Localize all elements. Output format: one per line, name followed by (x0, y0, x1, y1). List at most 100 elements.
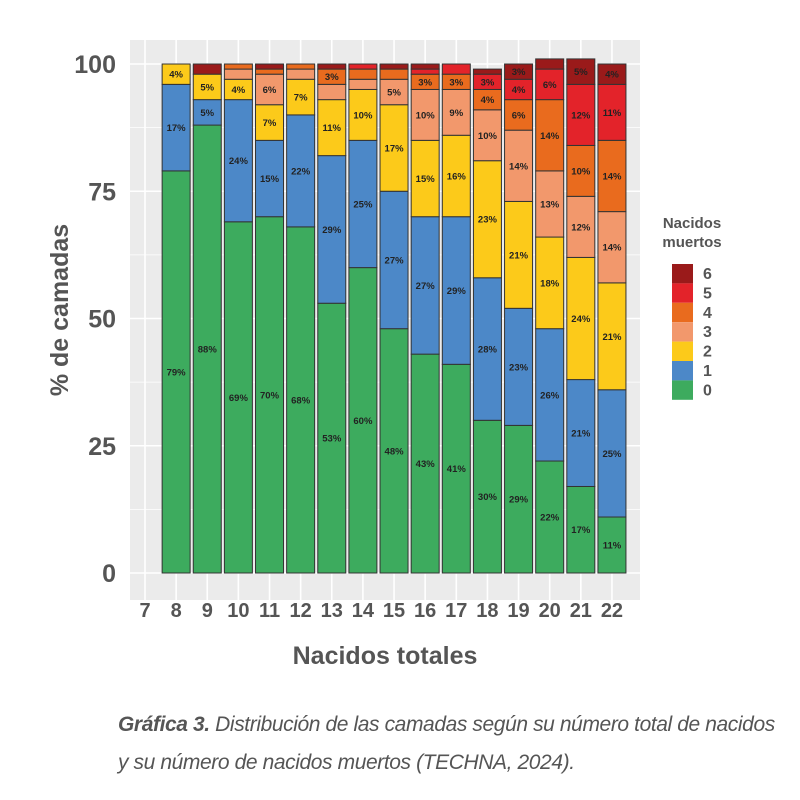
y-axis-title: % de camadas (46, 224, 74, 396)
data-label: 10% (416, 110, 436, 121)
data-label: 11% (603, 541, 622, 552)
bar-segment-0 (223, 221, 253, 574)
bar-segment-6 (504, 63, 534, 80)
data-label: 43% (416, 459, 436, 470)
bar-segment-3 (286, 68, 316, 80)
data-label: 6% (543, 80, 557, 91)
y-tick-label: 75 (88, 178, 116, 206)
data-label: 4% (481, 95, 495, 106)
bar-segment-3 (255, 73, 285, 106)
bar-segment-0 (597, 516, 627, 574)
legend-title: Nacidos muertos (662, 215, 721, 251)
bar-segment-3 (472, 109, 502, 162)
bar-segment-4 (286, 63, 316, 70)
data-label: 88% (198, 345, 218, 356)
data-label: 3% (418, 77, 432, 88)
legend-swatch-6 (672, 264, 693, 284)
bar-segment-0 (441, 363, 471, 574)
data-label: 24% (571, 314, 591, 325)
bar-segment-0 (379, 328, 409, 574)
legend-label: 6 (703, 266, 712, 283)
x-tick-label: 12 (290, 600, 312, 622)
legend-label: 1 (703, 363, 712, 380)
stacked-bar-chart: 79%17%4%88%5%5%69%24%4%70%15%7%6%68%22%7… (46, 40, 722, 670)
data-label: 23% (478, 215, 498, 226)
data-label: 26% (540, 390, 560, 401)
data-label: 41% (447, 464, 467, 475)
bar-segment-2 (410, 139, 440, 218)
data-label: 60% (353, 416, 373, 427)
caption-text: Distribución de las camadas según su núm… (118, 713, 775, 774)
data-label: 12% (571, 222, 591, 233)
data-label: 10% (353, 110, 373, 121)
data-label: 14% (602, 171, 622, 182)
data-label: 6% (512, 110, 526, 121)
data-label: 24% (229, 156, 249, 167)
data-label: 10% (478, 131, 498, 142)
data-label: 23% (509, 362, 529, 373)
bar-segment-5 (535, 68, 565, 101)
data-label: 7% (294, 93, 308, 104)
x-tick-label: 15 (383, 600, 405, 622)
caption-label: Gráfica 3. (118, 713, 210, 736)
bar-segment-4 (223, 63, 253, 70)
bar-segment-0 (504, 424, 534, 574)
data-label: 21% (602, 332, 622, 343)
data-label: 5% (387, 87, 401, 98)
data-label: 14% (509, 161, 529, 172)
data-label: 5% (200, 108, 214, 119)
y-tick-label: 0 (102, 560, 116, 588)
data-label: 12% (571, 110, 591, 121)
bar-segment-2 (504, 200, 534, 309)
data-label: 10% (571, 166, 591, 177)
bar-segment-4 (255, 68, 285, 75)
data-label: 11% (603, 108, 622, 119)
bar-segment-2 (317, 99, 347, 157)
bar-segment-1 (192, 99, 222, 126)
bar-segment-0 (161, 170, 191, 574)
bar-segment-0 (566, 485, 596, 574)
data-label: 4% (605, 70, 619, 81)
data-label: 3% (481, 77, 495, 88)
data-label: 11% (323, 123, 342, 134)
data-label: 25% (353, 199, 373, 210)
data-label: 22% (291, 166, 311, 177)
bar-segment-4 (504, 99, 534, 131)
bar-segment-6 (410, 63, 440, 70)
bar-segment-5 (410, 68, 440, 75)
bar-segment-0 (192, 124, 222, 574)
data-label: 4% (232, 85, 246, 96)
bar-segment-3 (410, 88, 440, 141)
legend-label: 4 (703, 305, 712, 322)
data-label: 15% (416, 174, 436, 185)
bar-segment-3 (223, 68, 253, 80)
data-label: 15% (260, 174, 280, 185)
bar-segment-6 (472, 68, 502, 75)
bar-segment-0 (535, 460, 565, 574)
bar-segment-1 (566, 379, 596, 487)
data-label: 17% (571, 525, 591, 536)
legend-label: 0 (703, 382, 712, 399)
data-label: 3% (449, 77, 463, 88)
bar-segment-1 (161, 83, 191, 172)
data-label: 13% (540, 199, 560, 210)
data-label: 28% (478, 345, 498, 356)
legend-label: 5 (703, 285, 712, 302)
x-tick-label: 7 (139, 600, 150, 622)
bar-segment-1 (379, 190, 409, 330)
x-tick-label: 22 (601, 600, 623, 622)
y-tick-label: 50 (88, 306, 116, 334)
bar-segment-6 (379, 63, 409, 70)
bar-segment-2 (597, 282, 627, 391)
data-label: 21% (509, 250, 529, 261)
bar-segment-6 (192, 63, 222, 75)
data-label: 29% (509, 495, 529, 506)
bar-segment-3 (317, 83, 347, 101)
y-tick-label: 100 (74, 51, 116, 79)
x-tick-label: 9 (202, 600, 213, 622)
data-label: 27% (416, 281, 436, 292)
bar-segment-2 (379, 104, 409, 192)
bar-segment-6 (566, 58, 596, 85)
bar-segment-2 (441, 134, 471, 218)
bar-segment-5 (597, 83, 627, 141)
